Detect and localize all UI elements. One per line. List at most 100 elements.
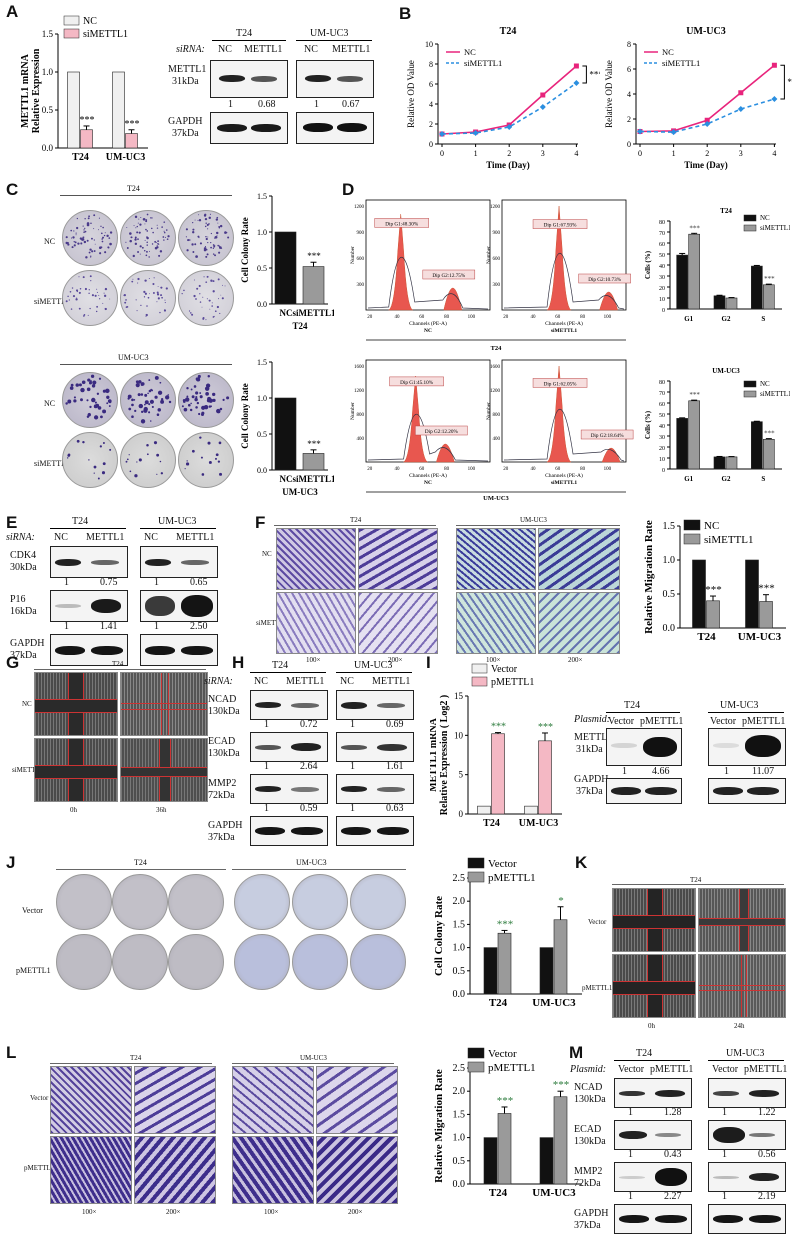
plasmid-label: Plasmid: (574, 714, 611, 725)
blot-band (91, 559, 119, 565)
chart-title: UM-UC3 (686, 26, 725, 37)
header-line (250, 672, 326, 673)
data-point (540, 92, 546, 98)
bar (759, 601, 773, 629)
umuc3-label: UM-UC3 (483, 495, 509, 502)
y-tick-label: 0.0 (663, 623, 676, 634)
blot-band (145, 596, 175, 616)
y-tick-label: 8 (627, 40, 631, 49)
sample-label: NC (424, 328, 432, 334)
x-tick-label: NC (280, 474, 293, 484)
gapdh-row-label: GAPDH (574, 774, 609, 785)
g1-annotation-box (374, 218, 429, 228)
x-axis-label: Time (Day) (486, 160, 530, 170)
x-tick-label: 3 (739, 149, 743, 158)
quant-value: 1 (350, 803, 355, 814)
blot-box (210, 112, 288, 144)
blot-box (614, 1204, 692, 1234)
blot-band (655, 1133, 681, 1137)
row-label-si: siMETTL1 (34, 297, 70, 306)
series-line (441, 82, 577, 135)
lane-label: METTL1 (176, 532, 215, 543)
g2-peak (436, 443, 455, 463)
chart-l-migration: 0.0 0.5 1.0 1.5 2.0 2.5 *** T24 *** UM-UC3 Relativ… (433, 1047, 582, 1199)
legend-swatch (467, 1061, 485, 1073)
y-tick-label: 0.0 (453, 1179, 466, 1190)
y-tick-label: 0 (662, 468, 665, 474)
y-axis-label: Number (486, 246, 492, 264)
quant-value: 1 (264, 803, 269, 814)
data-point (771, 96, 778, 102)
y-tick-label: 1600 (354, 365, 365, 370)
x-tick-label: 40 (531, 315, 537, 320)
row-label-pmettl1: pMETTL1 (24, 1164, 55, 1172)
g1-annotation-box (389, 376, 444, 387)
lane-label: METTL1 (86, 532, 125, 543)
g2-annotation-box (580, 429, 634, 440)
bar (676, 254, 688, 310)
wound-photo (120, 738, 208, 802)
time-label: 36h (156, 806, 167, 814)
x-tick-label: UM-UC3 (532, 997, 576, 1009)
x-tick-label: NC (280, 308, 293, 318)
blot-band (291, 702, 319, 708)
blot-box (140, 546, 218, 578)
colony-dish (168, 874, 224, 930)
legend-label: siMETTL1 (83, 29, 128, 40)
x-tick-label: 20 (367, 315, 373, 320)
colony-dish (120, 270, 176, 326)
blot-band (55, 645, 85, 655)
blot-band (145, 558, 171, 566)
blot-band (341, 701, 367, 709)
x-tick-label: T24 (483, 818, 500, 829)
header-line (708, 1060, 784, 1061)
g2-annotation: Dip G2:12.75% (432, 273, 466, 279)
blot-band (55, 558, 81, 566)
header-line (140, 528, 216, 529)
blot-box (708, 778, 786, 804)
prefix-label: siRNA: (204, 676, 233, 687)
y-axis-label: Cells (%) (644, 410, 652, 439)
kda-label: 31kDa (172, 76, 199, 87)
y-tick-label: 0.5 (257, 430, 267, 439)
y-tick-label: 2.5 (453, 1063, 466, 1074)
colony-dish (62, 432, 118, 488)
blot-box (50, 634, 128, 666)
row-label: ECAD (574, 1124, 602, 1135)
quant-value: 0.65 (190, 577, 208, 588)
quant-value: 1 (264, 719, 269, 730)
legend-label: NC (704, 520, 719, 532)
sample-label: NC (424, 480, 432, 486)
x-axis-label: Channels (PE-A) (409, 472, 447, 479)
bar (497, 1113, 512, 1185)
blot-band (291, 786, 319, 792)
blot-band (619, 1131, 647, 1139)
data-point (573, 80, 580, 86)
data-point (637, 128, 643, 135)
colony-dish (350, 934, 406, 990)
blot-band (181, 595, 213, 617)
g2-peak (443, 287, 463, 311)
bar (539, 1137, 554, 1185)
y-tick-label: 0.5 (453, 1156, 466, 1167)
data-point (472, 130, 479, 136)
chart-title: T24 (720, 207, 732, 215)
y-axis-label: Relative OD Value (604, 60, 614, 128)
significance-label: *** (764, 430, 775, 438)
legend-label: pMETTL1 (491, 677, 534, 688)
t24-label: T24 (350, 516, 362, 524)
quant-value: 0.43 (664, 1149, 682, 1160)
panel-letter-f: F (255, 513, 266, 532)
y-tick-label: 80 (659, 380, 665, 386)
significance-label: *** (758, 583, 775, 595)
colony-dish (62, 270, 118, 326)
magnification-label: 100× (486, 656, 501, 664)
panel-letter-d: D (342, 180, 355, 199)
quant-value: 1 (628, 1191, 633, 1202)
bar (67, 71, 80, 149)
quant-value: 1 (154, 577, 159, 588)
y-tick-label: 8 (429, 60, 433, 69)
blot-band (749, 1089, 779, 1097)
vector-label: Vector (608, 716, 635, 727)
chart-a-mrna: 0.0 0.5 1.0 1.5 *** T24 *** UM-UC3 METTL1 mRNA Re… (20, 15, 148, 163)
